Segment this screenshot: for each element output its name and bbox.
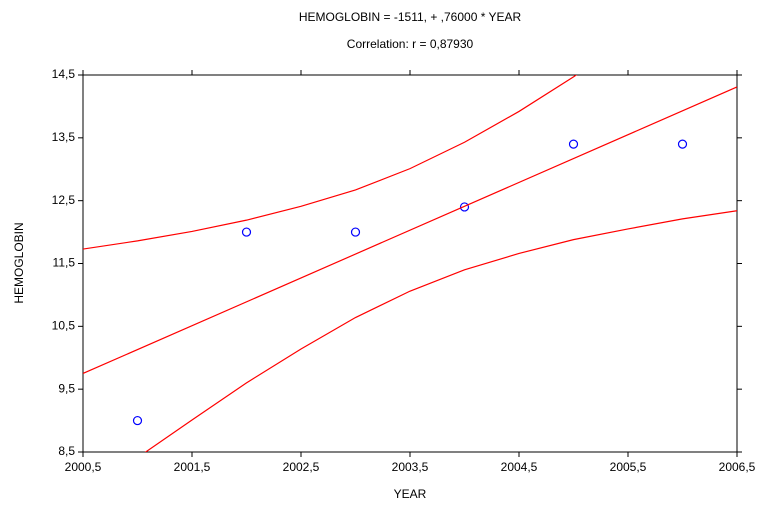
x-axis-label: YEAR <box>394 487 427 501</box>
x-tick-label: 2005,5 <box>610 460 647 474</box>
data-point <box>459 202 470 212</box>
y-tick-label: 8,5 <box>58 444 75 458</box>
y-tick-label: 11,5 <box>53 256 76 270</box>
plot-frame <box>82 74 738 453</box>
fit-line <box>144 210 737 452</box>
chart-title: HEMOGLOBIN = -1511, + ,76000 * YEAR <box>299 10 522 24</box>
data-point <box>132 415 143 426</box>
data-point <box>350 227 361 237</box>
y-tick-label: 10,5 <box>52 319 76 333</box>
chart-subtitle: Correlation: r = 0,87930 <box>347 37 474 51</box>
y-tick-label: 9,5 <box>58 381 75 395</box>
x-tick-label: 2002,5 <box>283 460 320 474</box>
x-tick-label: 2006,5 <box>719 460 756 474</box>
x-tick-label: 2004,5 <box>501 460 538 474</box>
x-tick-label: 2003,5 <box>392 460 429 474</box>
data-point <box>568 139 579 149</box>
data-point <box>241 227 252 237</box>
data-point <box>677 139 688 149</box>
y-axis-label: HEMOGLOBIN <box>12 222 26 303</box>
y-tick-label: 13,5 <box>52 130 76 144</box>
plot-area <box>83 75 737 452</box>
fit-line <box>83 86 737 375</box>
fit-line <box>83 75 578 250</box>
y-tick-label: 12,5 <box>52 193 76 207</box>
y-tick-label: 14,5 <box>52 67 76 81</box>
x-tick-label: 2001,5 <box>174 460 211 474</box>
x-tick-label: 2000,5 <box>65 460 102 474</box>
